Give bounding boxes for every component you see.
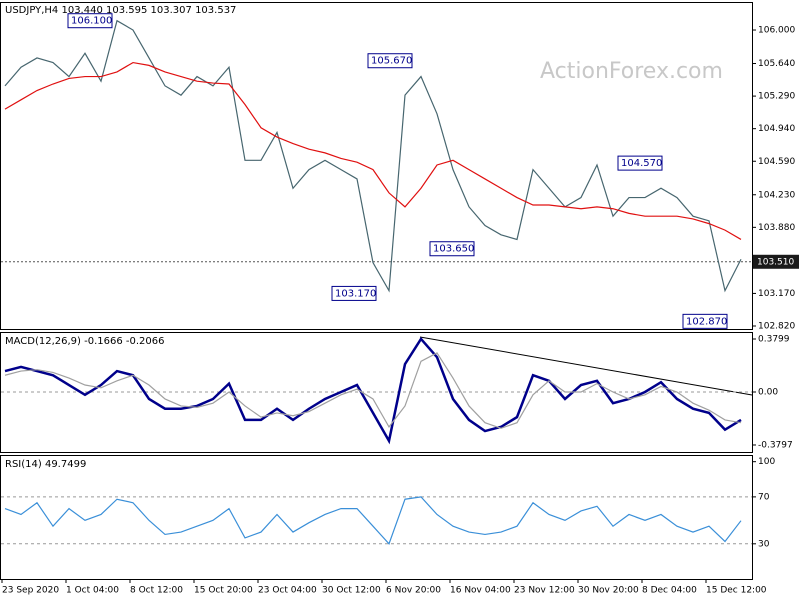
last-price-box [753, 254, 799, 269]
y-tick-label: 0.00 [758, 388, 778, 398]
x-tick-label: 23 Oct 04:00 [258, 586, 317, 596]
trend-line [419, 336, 753, 396]
series-line [4, 352, 742, 429]
y-tick-label: 30 [758, 539, 770, 549]
last-price-label: 103.510 [757, 257, 794, 267]
watermark: ActionForex.com [540, 59, 723, 84]
callout-box [682, 313, 728, 329]
callout-box [429, 241, 475, 257]
rsi-panel [0, 455, 753, 580]
callout-box [367, 53, 413, 69]
x-tick-label: 30 Nov 20:00 [578, 586, 639, 596]
y-tick-label: 103.880 [758, 223, 795, 233]
x-tick-label: 1 Oct 04:00 [66, 586, 119, 596]
callout-label: 104.570 [621, 158, 662, 169]
series-line [4, 496, 742, 545]
callout-label: 105.670 [371, 56, 412, 67]
rsi-title: RSI(14) 49.7499 [5, 459, 86, 470]
x-tick-label: 16 Nov 04:00 [450, 586, 511, 596]
callout-label: 106.100 [71, 16, 112, 27]
x-tick-label: 15 Oct 20:00 [194, 586, 253, 596]
series-line [4, 61, 742, 240]
series-line [4, 336, 742, 445]
x-tick-label: 8 Dec 04:00 [642, 586, 697, 596]
callout-box [67, 13, 113, 29]
y-tick-label: 104.230 [758, 190, 795, 200]
y-tick-label: 0.3799 [758, 334, 790, 344]
x-tick-label: 8 Oct 12:00 [130, 586, 183, 596]
callout-box [617, 155, 663, 171]
y-tick-label: 102.820 [758, 321, 795, 331]
x-tick-label: 30 Oct 12:00 [322, 586, 381, 596]
macd-title: MACD(12,26,9) -0.1666 -0.2066 [5, 336, 165, 347]
x-tick-label: 23 Nov 12:00 [514, 586, 575, 596]
callout-label: 102.870 [686, 316, 727, 327]
y-tick-label: 103.170 [758, 289, 795, 299]
y-tick-label: 70 [758, 492, 770, 502]
y-tick-label: 104.590 [758, 157, 795, 167]
callout-label: 103.650 [433, 244, 474, 255]
y-tick-label: 104.940 [758, 124, 795, 134]
x-tick-label: 6 Nov 20:00 [386, 586, 441, 596]
y-tick-label: 105.290 [758, 92, 795, 102]
y-tick-label: 100 [758, 457, 775, 467]
x-tick-label: 23 Sep 2020 [2, 586, 59, 596]
callout-box [331, 285, 377, 301]
price-title: USDJPY,H4 103.440 103.595 103.307 103.53… [5, 5, 236, 16]
y-tick-label: 106.000 [758, 26, 795, 36]
callout-label: 103.170 [335, 288, 376, 299]
y-tick-label: 105.640 [758, 59, 795, 69]
y-tick-label: -0.3797 [758, 440, 793, 450]
x-tick-label: 15 Dec 12:00 [706, 586, 767, 596]
price-panel [0, 2, 753, 330]
